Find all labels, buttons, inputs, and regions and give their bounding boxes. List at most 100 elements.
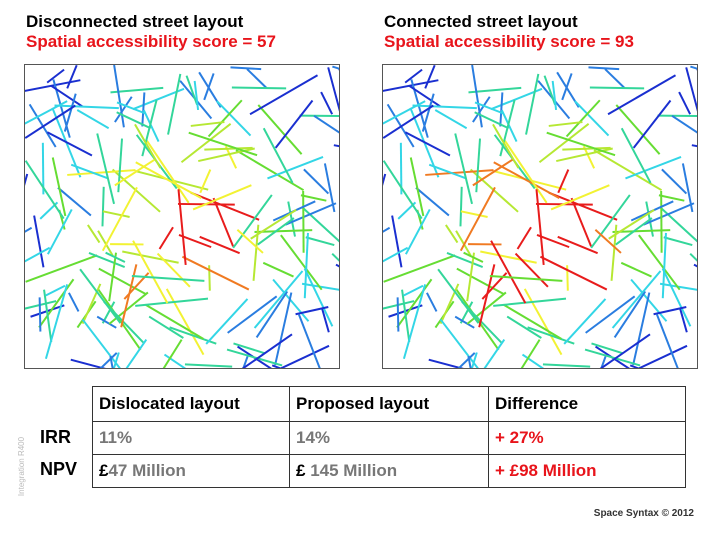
street-segment <box>612 229 671 233</box>
street-segment <box>303 232 309 299</box>
street-segment <box>67 169 136 176</box>
street-segment <box>249 74 319 116</box>
street-segment <box>108 291 149 325</box>
street-segment <box>629 364 641 368</box>
street-segment <box>70 163 109 180</box>
street-segment <box>539 255 608 291</box>
street-segment <box>520 339 541 368</box>
street-segment <box>457 352 476 368</box>
street-segment <box>101 186 138 252</box>
street-segment <box>455 230 472 257</box>
street-segment <box>76 109 110 130</box>
street-segment <box>50 84 84 108</box>
street-segment <box>550 184 610 211</box>
street-segment <box>193 80 200 111</box>
street-segment <box>177 189 187 266</box>
street-segment <box>274 99 314 149</box>
street-segment <box>156 252 191 288</box>
street-segment <box>148 315 184 339</box>
street-segment <box>70 358 106 368</box>
street-segment <box>499 92 504 127</box>
street-segment <box>565 99 601 138</box>
street-segment <box>685 67 697 112</box>
street-segment <box>262 261 294 278</box>
street-segment <box>57 186 92 217</box>
street-segment <box>227 295 278 334</box>
street-segment <box>474 101 504 115</box>
street-segment <box>231 86 287 90</box>
legend-label: Integration R400 <box>17 436 27 497</box>
street-segment <box>607 74 677 116</box>
street-segment <box>109 355 114 368</box>
street-segment <box>47 208 73 255</box>
street-segment <box>135 161 202 199</box>
street-segment <box>653 306 687 316</box>
street-segment <box>613 290 647 339</box>
street-segment <box>409 157 425 217</box>
left-title-text: Disconnected street layout <box>26 12 244 31</box>
street-segment <box>295 306 329 316</box>
street-segment <box>226 348 283 367</box>
street-segment <box>671 114 697 134</box>
street-segment <box>122 250 179 264</box>
street-segment <box>475 138 481 193</box>
header-proposed: Proposed layout <box>289 386 489 422</box>
street-segment <box>181 255 250 291</box>
street-segment <box>542 363 591 368</box>
street-segment <box>146 140 190 204</box>
right-score-label: Spatial accessibility score = 93 <box>384 32 634 51</box>
table-row: 11% 14% + 27% <box>92 421 686 455</box>
currency-symbol: £ <box>296 461 311 480</box>
street-segment <box>246 68 268 89</box>
street-segment <box>655 314 679 368</box>
street-segment <box>480 250 537 264</box>
street-segment <box>236 345 273 368</box>
street-segment <box>548 121 583 127</box>
street-segment <box>81 283 102 325</box>
street-segment <box>132 240 169 304</box>
npv-proposed: £ 145 Million <box>289 454 489 488</box>
street-segment <box>538 123 590 164</box>
street-segment <box>216 100 252 137</box>
street-segment <box>285 202 337 226</box>
street-segment <box>383 246 409 263</box>
street-segment <box>190 121 225 127</box>
street-segment <box>454 133 473 205</box>
street-segment <box>113 65 125 128</box>
street-segment <box>483 338 506 368</box>
street-segment <box>611 270 662 329</box>
street-segment <box>125 338 148 368</box>
street-segment <box>582 145 596 169</box>
street-segment <box>383 300 415 310</box>
street-segment <box>38 297 42 332</box>
street-segment <box>463 251 484 263</box>
street-segment <box>279 344 330 368</box>
street-segment <box>192 184 252 211</box>
street-segment <box>608 208 655 240</box>
connected-street-map <box>382 64 698 369</box>
street-segment <box>437 268 480 324</box>
street-segment <box>383 104 434 139</box>
street-segment <box>637 344 688 368</box>
street-segment <box>421 93 435 132</box>
street-segment <box>615 104 661 155</box>
street-segment <box>303 268 334 327</box>
street-segment <box>689 252 697 262</box>
street-segment <box>199 169 212 194</box>
street-segment <box>135 297 209 307</box>
street-segment <box>661 232 667 299</box>
street-segment <box>332 65 339 70</box>
street-segment <box>300 194 327 202</box>
row-label-npv: NPV <box>40 459 78 479</box>
street-segment <box>320 91 334 115</box>
street-segment <box>574 100 610 137</box>
street-segment <box>96 315 117 329</box>
street-segment <box>459 301 474 324</box>
street-segment <box>87 224 101 244</box>
irr-dislocated: 11% <box>92 421 290 455</box>
left-panel-title: Disconnected street layout Spatial acces… <box>26 12 276 52</box>
left-score-label: Spatial accessibility score = 57 <box>26 32 276 51</box>
street-segment <box>604 68 626 89</box>
street-segment <box>383 79 439 92</box>
street-segment <box>255 290 289 339</box>
